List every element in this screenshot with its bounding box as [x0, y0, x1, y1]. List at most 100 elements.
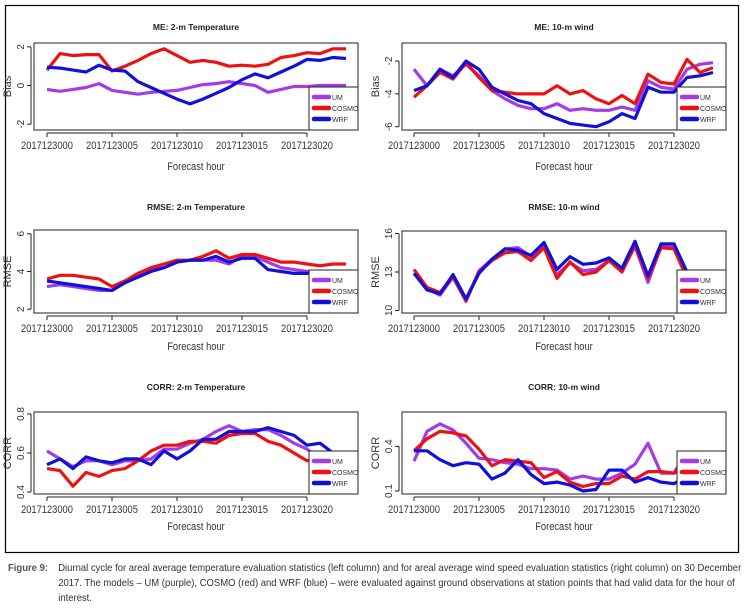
y-axis: 0.1 0.4 — [384, 439, 400, 498]
series-line-wrf — [412, 239, 689, 301]
series-line-wrf — [46, 55, 347, 106]
figure-caption: Figure 9: Diurnal cycle for areal averag… — [8, 561, 743, 606]
legend-label: WRF — [700, 300, 716, 307]
x-tick-label: 2017123015 — [583, 140, 635, 152]
legend-label: UM — [332, 459, 343, 466]
legend-label: COSMO — [700, 289, 727, 296]
y-axis: -6 -4 -2 — [384, 56, 400, 131]
x-axis: 2017123000 2017123005 2017123010 2017123015… — [21, 132, 333, 152]
x-tick-label: 2017123010 — [518, 323, 570, 335]
figure-frame — [4, 4, 740, 554]
x-tick-label: 2017123015 — [583, 504, 635, 516]
y-tick-label: 0.4 — [16, 485, 27, 499]
x-tick-label: 2017123020 — [648, 140, 700, 152]
y-axis: 0.4 0.6 0.8 — [16, 407, 32, 499]
y-axis-label: RMSE — [370, 256, 382, 288]
chart-title: RMSE: 10-m wind — [528, 202, 599, 212]
y-tick-label: 4 — [16, 268, 27, 274]
legend-label: COSMO — [700, 470, 727, 477]
legend-label: UM — [332, 95, 343, 102]
y-tick-label: 0.8 — [16, 407, 27, 421]
x-axis: 2017123000 2017123005 2017123010 2017123015… — [388, 132, 700, 152]
series-line-cosmo — [46, 249, 346, 289]
y-tick-label: 0.4 — [384, 439, 395, 453]
legend-label: UM — [332, 278, 343, 285]
y-axis-label: Bias — [370, 75, 382, 97]
legend-label: UM — [700, 278, 711, 285]
legend-label: UM — [700, 95, 711, 102]
x-axis: 2017123000 2017123005 2017123010 2017123015… — [21, 496, 333, 516]
x-tick-label: 2017123005 — [86, 140, 138, 152]
legend-label: UM — [700, 459, 711, 466]
chart-title: RMSE: 2-m Temperature — [147, 202, 245, 212]
y-axis: 10 13 16 — [384, 228, 400, 316]
x-axis-label: Forecast hour — [167, 521, 225, 533]
legend-label: WRF — [700, 117, 716, 124]
x-tick-label: 2017123000 — [21, 323, 73, 335]
legend-label: WRF — [700, 481, 716, 488]
caption-text: Diurnal cycle for areal average temperat… — [58, 563, 742, 604]
chart-title: ME: 2-m Temperature — [153, 22, 240, 32]
y-tick-label: 6 — [16, 231, 27, 237]
x-tick-label: 2017123005 — [86, 504, 138, 516]
x-tick-label: 2017123020 — [648, 323, 700, 335]
legend: UM COSMO WRF — [308, 450, 359, 495]
y-tick-label: 0.6 — [16, 446, 27, 460]
y-axis: 2 4 6 — [16, 231, 32, 312]
x-tick-label: 2017123000 — [21, 504, 73, 516]
x-tick-label: 2017123015 — [583, 323, 635, 335]
legend: UM COSMO WRF — [676, 269, 727, 314]
y-tick-label: -6 — [384, 122, 395, 131]
x-tick-label: 2017123015 — [216, 140, 268, 152]
series-line-cosmo — [412, 429, 689, 489]
legend-label: COSMO — [332, 289, 359, 296]
x-tick-label: 2017123015 — [216, 504, 268, 516]
x-tick-label: 2017123000 — [21, 140, 73, 152]
y-tick-label: -4 — [384, 89, 395, 98]
x-tick-label: 2017123010 — [518, 140, 570, 152]
x-axis: 2017123000 2017123005 2017123010 2017123015… — [388, 496, 700, 516]
caption-label: Figure 9: — [8, 563, 49, 574]
x-axis-label: Forecast hour — [535, 521, 593, 533]
x-tick-label: 2017123020 — [281, 140, 333, 152]
legend: UM COSMO WRF — [308, 269, 359, 314]
series-line-cosmo — [46, 431, 346, 488]
y-axis-label: CORR — [2, 437, 14, 469]
y-tick-label: 0.1 — [384, 484, 395, 498]
x-tick-label: 2017123005 — [453, 504, 505, 516]
y-axis-label: RMSE — [2, 256, 14, 288]
chart-title: CORR: 2-m Temperature — [147, 382, 246, 392]
legend-box — [308, 86, 359, 131]
chart-panel: CORR: 10-m wind 2017123000 2017123005 20171… — [370, 382, 727, 533]
x-axis: 2017123000 2017123005 2017123010 2017123015… — [388, 315, 700, 335]
x-axis-label: Forecast hour — [167, 341, 225, 353]
chart-title: CORR: 10-m wind — [528, 382, 600, 392]
series-line-wrf — [46, 254, 346, 292]
x-tick-label: 2017123015 — [216, 323, 268, 335]
legend: UM COSMO WRF — [308, 86, 359, 131]
legend: UM COSMO WRF — [676, 86, 727, 131]
x-tick-label: 2017123010 — [151, 504, 203, 516]
series-line-wrf — [414, 449, 688, 493]
series-line-cosmo — [412, 57, 714, 106]
series-line-um — [412, 422, 688, 481]
x-tick-label: 2017123000 — [388, 504, 440, 516]
legend-label: WRF — [332, 117, 348, 124]
legend-label: WRF — [332, 481, 348, 488]
y-tick-label: 2 — [16, 306, 27, 312]
x-tick-label: 2017123000 — [388, 323, 440, 335]
x-tick-label: 2017123005 — [453, 323, 505, 335]
legend: UM COSMO WRF — [676, 450, 727, 495]
series-line-um — [46, 80, 346, 96]
x-tick-label: 2017123005 — [453, 140, 505, 152]
x-tick-label: 2017123020 — [648, 504, 700, 516]
x-tick-label: 2017123010 — [151, 323, 203, 335]
y-tick-label: 13 — [384, 266, 395, 278]
x-tick-label: 2017123010 — [151, 140, 203, 152]
y-tick-label: -2 — [16, 119, 27, 128]
